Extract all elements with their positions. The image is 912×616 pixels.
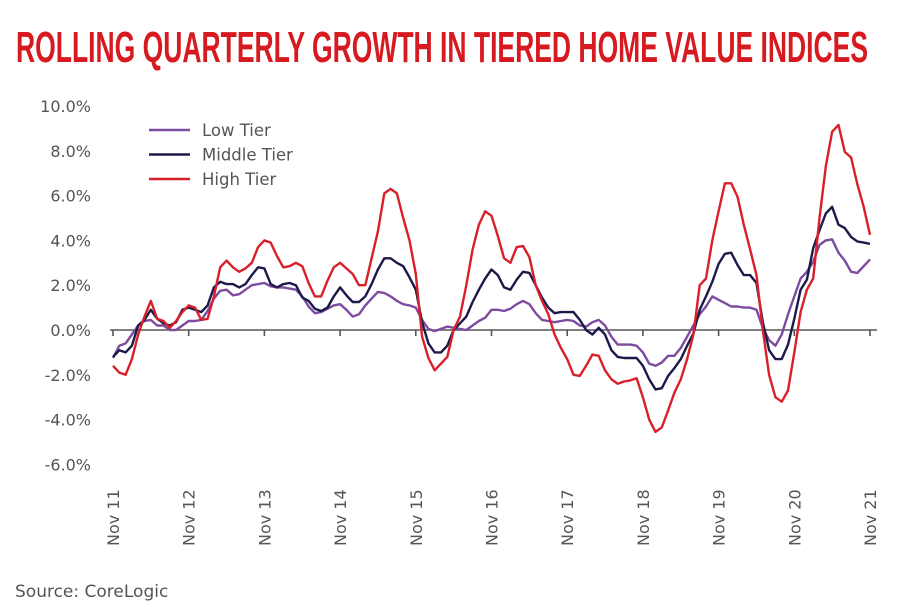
legend-label: High Tier [202,170,276,189]
legend-item: Middle Tier [149,146,293,165]
x-tick-label: Nov 11 [104,489,123,546]
x-tick-label: Nov 15 [407,489,426,546]
source-note: Source: CoreLogic [15,582,168,602]
series-lines [111,123,872,434]
series-line-high-tier [112,123,872,434]
x-tick-label: Nov 20 [785,489,804,546]
series-line-middle-tier [112,205,871,391]
x-axis: Nov 11 Nov 12 Nov 13 Nov 14 Nov 15 Nov 16 Nov … [104,329,880,546]
y-tick-label: 0.0% [50,321,91,340]
y-tick-label: -4.0% [45,411,91,430]
y-tick-label: 4.0% [50,231,91,250]
x-tick-label: Nov 18 [634,489,653,546]
y-tick-label: 2.0% [50,276,91,295]
series-line-low-tier [111,238,871,367]
legend: Low Tier Middle Tier High Tier [149,121,293,189]
chart-title: ROLLING QUARTERLY GROWTH IN TIERED HOME … [16,23,868,72]
legend-item: High Tier [149,170,276,189]
x-tick-label: Nov 16 [483,489,502,546]
y-tick-label: -6.0% [45,455,91,474]
legend-label: Middle Tier [202,146,293,165]
y-tick-label: -2.0% [45,366,91,385]
x-tick-label: Nov 17 [558,489,577,546]
y-tick-label: 10.0% [40,97,91,116]
x-tick-label: Nov 21 [861,489,880,546]
y-axis: 10.0% 8.0% 6.0% 4.0% 2.0% 0.0% -2.0% -4.0% -6.0% [40,97,91,474]
x-tick-label: Nov 12 [180,489,199,546]
legend-label: Low Tier [202,121,271,140]
x-tick-label: Nov 14 [331,489,350,546]
y-tick-label: 8.0% [50,142,91,161]
y-tick-label: 6.0% [50,187,91,206]
legend-item: Low Tier [149,121,271,140]
x-tick-label: Nov 19 [710,489,729,546]
x-tick-label: Nov 13 [255,489,274,546]
